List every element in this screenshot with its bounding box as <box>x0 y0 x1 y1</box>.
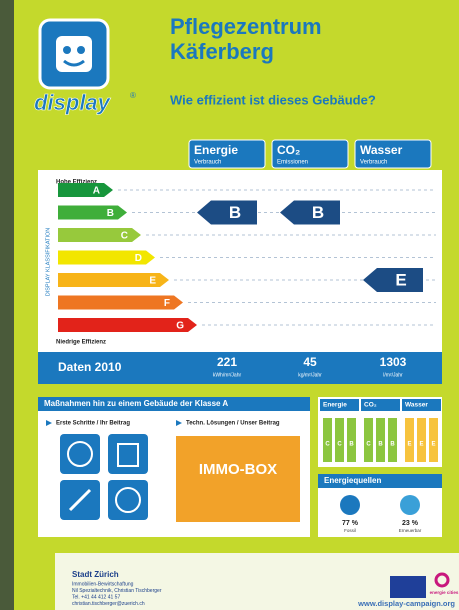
class-arrow <box>58 206 127 220</box>
mini-letter: B <box>349 442 354 448</box>
icon <box>108 434 148 474</box>
class-label: B <box>107 208 114 219</box>
mini-header-text: CO₂ <box>364 402 377 409</box>
question: Wie effizient ist dieses Gebäude? <box>170 92 376 107</box>
class-arrow <box>58 183 113 197</box>
partner: energie cities <box>430 590 459 595</box>
page: {"logo": {"text": "display", "mark": "®"… <box>0 0 459 610</box>
source-label: Fossil <box>344 528 356 533</box>
measures-left: Erste Schritte / Ihr Beitrag <box>56 421 130 427</box>
photo-edge <box>0 0 14 610</box>
column-sub: Verbrauch <box>194 160 221 166</box>
measures-right: Techn. Lösungen / Unser Beitrag <box>186 421 280 427</box>
mini-bar <box>323 418 332 462</box>
source-icon <box>340 495 360 515</box>
footer-line: Nil Spezialtechnik, Christian Tischberge… <box>72 588 162 594</box>
column-sub: Emissionen <box>277 160 308 166</box>
logo-eye <box>63 46 71 54</box>
class-label: G <box>176 321 184 332</box>
column-value: 221 <box>217 355 237 369</box>
mini-header-text: Wasser <box>405 402 428 409</box>
mini-letter: B <box>390 442 395 448</box>
column-name: CO₂ <box>277 143 300 157</box>
source-label: Erneuerbar <box>399 528 422 533</box>
rating-label: B <box>229 203 241 222</box>
class-label: C <box>121 231 128 242</box>
mini-letter: C <box>325 442 330 448</box>
footer-line: christian.tischberger@zuerich.ch <box>72 601 145 607</box>
class-label: D <box>135 253 142 264</box>
column-unit: kWh/m²/Jahr <box>213 372 242 378</box>
source-icon <box>400 495 420 515</box>
mini-bar <box>405 418 414 462</box>
rating-label: E <box>395 270 406 289</box>
logo-mark: ® <box>130 91 136 100</box>
logo-face <box>56 36 92 72</box>
data-year: Daten 2010 <box>58 360 122 374</box>
mini-bar <box>417 418 426 462</box>
column-value: 45 <box>303 355 317 369</box>
mini-bar <box>388 418 397 462</box>
eu-flag <box>390 576 426 598</box>
scale-axis: DISPLAY KLASSIFIKATION <box>45 228 51 296</box>
mini-letter: E <box>419 442 423 448</box>
footer-line: Tel. +41 44 412 41 57 <box>72 594 120 600</box>
url: www.display-campaign.org <box>357 599 455 608</box>
title: Käferberg <box>170 39 274 64</box>
mini-bar <box>429 418 438 462</box>
mini-letter: C <box>366 442 371 448</box>
class-label: E <box>149 276 156 287</box>
logo-text: display <box>34 90 112 115</box>
source-value: 77 % <box>342 520 359 527</box>
mini-letter: C <box>337 442 342 448</box>
mini-letter: E <box>431 442 435 448</box>
column-unit: kg/m²/Jahr <box>298 372 322 378</box>
icon <box>60 434 100 474</box>
logo-eye <box>77 46 85 54</box>
mini-bar <box>335 418 344 462</box>
mini-ratings: Energie C C B CO₂ C B B Wasser E E E <box>320 399 441 462</box>
column-unit: l/m²/Jahr <box>383 372 403 378</box>
scale-low: Niedrige Effizienz <box>56 340 106 346</box>
class-arrow <box>58 228 141 242</box>
class-label: A <box>93 186 100 197</box>
mini-bar <box>347 418 356 462</box>
sources-title: Energiequellen <box>324 476 381 485</box>
column-name: Wasser <box>360 143 403 157</box>
immo-box-title: IMMO-BOX <box>199 461 277 478</box>
immo-box <box>176 436 300 522</box>
poster: display ® Pflegezentrum Käferberg Wie ef… <box>0 0 459 610</box>
title: Pflegezentrum <box>170 14 322 39</box>
column-sub: Verbrauch <box>360 160 387 166</box>
mini-letter: B <box>378 442 383 448</box>
rating-label: B <box>312 203 324 222</box>
column-name: Energie <box>194 143 238 157</box>
source-value: 23 % <box>402 520 419 527</box>
measures-title: Maßnahmen hin zu einem Gebäude der Klass… <box>44 399 228 408</box>
footer-line: Immobilien-Bewirtschaftung <box>72 581 134 587</box>
mini-bar <box>364 418 373 462</box>
mini-bar <box>376 418 385 462</box>
footer-org: Stadt Zürich <box>72 570 119 579</box>
mini-letter: E <box>407 442 411 448</box>
mini-header-text: Energie <box>323 402 347 409</box>
class-label: F <box>164 298 170 309</box>
column-value: 1303 <box>380 355 407 369</box>
icon <box>108 480 148 520</box>
